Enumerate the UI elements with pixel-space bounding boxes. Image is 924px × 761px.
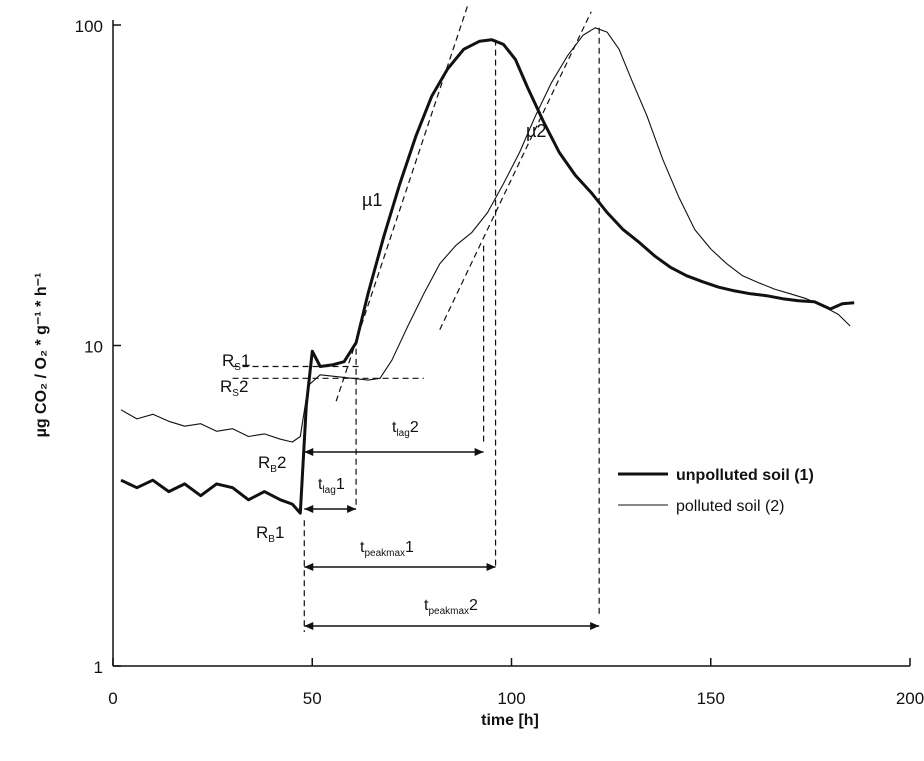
- label-tlag2: tlag2: [392, 419, 419, 439]
- y-ticks: 1 10 100: [75, 17, 121, 677]
- arrow-tlag1-head-left: [304, 505, 314, 513]
- label-mu1: µ1: [362, 190, 382, 210]
- y-tick-label-2: 100: [75, 17, 103, 36]
- y-tick-label-0: 1: [94, 658, 103, 677]
- series-line-2: [120, 27, 851, 443]
- x-tick-label-0: 0: [108, 689, 117, 708]
- x-tick-label-3: 150: [697, 689, 725, 708]
- tangent-mu2: [439, 11, 592, 330]
- label-mu2: µ2: [526, 121, 546, 141]
- arrow-tlag1-head-right: [347, 505, 357, 513]
- x-ticks: 0 50 100 150 200: [108, 658, 924, 708]
- arrow-tpeakmax2-head-left: [304, 622, 314, 630]
- arrow-tpeakmax1-head-left: [304, 563, 314, 571]
- x-tick-label-1: 50: [303, 689, 322, 708]
- axes: 0 50 100 150 200 1 10 100: [75, 17, 924, 708]
- label-rb2: RB2: [258, 453, 286, 475]
- x-tick-label-2: 100: [497, 689, 525, 708]
- arrow-tlag2-head-right: [474, 448, 484, 456]
- annotations: µ1 µ2 RS1 RS2 RB2 RB1 tlag1 tlag2 tpeakmax1 tpeak…: [220, 121, 546, 617]
- y-axis-title: µg CO₂ / O₂ * g⁻¹ * h⁻¹: [33, 273, 50, 438]
- legend-label-unpolluted: unpolluted soil (1): [676, 467, 814, 484]
- legend: unpolluted soil (1) polluted soil (2): [618, 467, 814, 515]
- label-tlag1: tlag1: [318, 476, 345, 496]
- label-rb1: RB1: [256, 523, 284, 545]
- label-tpeakmax1: tpeakmax1: [360, 539, 414, 559]
- y-tick-label-1: 10: [84, 338, 103, 357]
- arrow-tpeakmax1-head-right: [486, 563, 496, 571]
- x-tick-label-4: 200: [896, 689, 924, 708]
- label-rs2: RS2: [220, 377, 248, 399]
- label-rs1: RS1: [222, 351, 250, 373]
- legend-label-polluted: polluted soil (2): [676, 498, 785, 515]
- label-tpeakmax2: tpeakmax2: [424, 597, 478, 617]
- x-axis-title: time [h]: [481, 712, 539, 729]
- arrow-tlag2-head-left: [304, 448, 314, 456]
- series-lines: [120, 27, 855, 515]
- annotation-lines: [232, 5, 600, 632]
- arrow-tpeakmax2-head-right: [590, 622, 600, 630]
- series-line-1: [120, 38, 855, 515]
